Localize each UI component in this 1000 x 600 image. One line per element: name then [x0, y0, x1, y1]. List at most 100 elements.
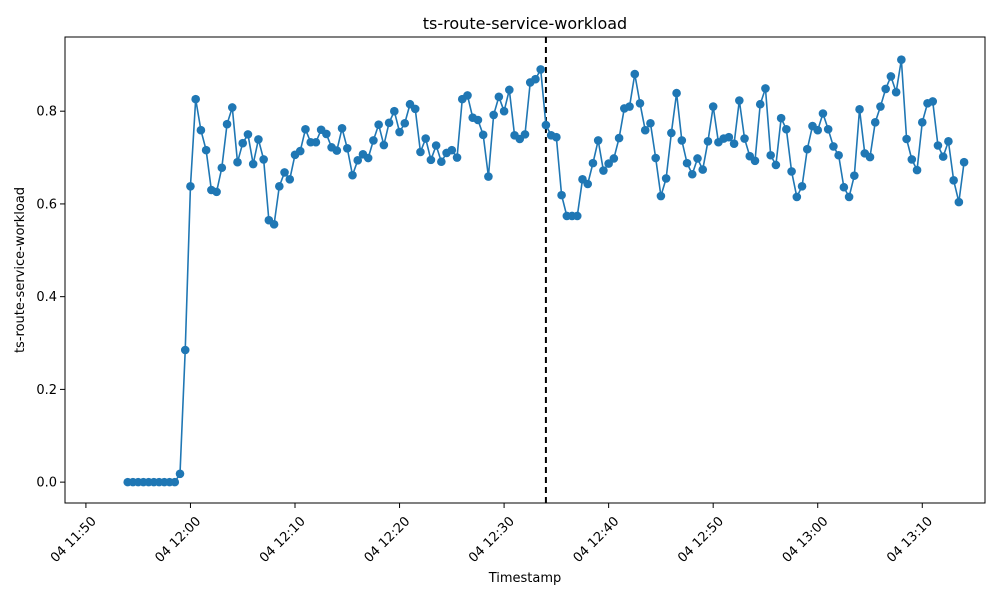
data-point	[865, 152, 875, 162]
data-point	[520, 130, 530, 139]
data-point	[238, 138, 248, 148]
data-point	[635, 99, 645, 108]
data-point	[369, 136, 378, 145]
data-point	[792, 192, 802, 202]
data-point	[311, 137, 321, 147]
data-point	[850, 171, 859, 180]
data-point	[771, 160, 781, 170]
data-point	[196, 125, 206, 135]
data-point	[186, 182, 195, 191]
data-point	[426, 155, 436, 165]
y-tick-label: 0.4	[36, 290, 57, 305]
data-point	[259, 155, 268, 164]
data-point	[301, 124, 310, 134]
data-point	[322, 129, 331, 139]
data-point	[703, 137, 713, 146]
data-point	[384, 118, 394, 128]
data-point	[552, 132, 561, 142]
data-point	[682, 158, 692, 168]
data-point	[531, 74, 540, 84]
data-point	[536, 65, 545, 74]
data-point	[572, 211, 582, 221]
data-point	[735, 96, 744, 105]
data-point	[938, 152, 948, 161]
data-point	[933, 141, 943, 150]
data-point	[583, 179, 593, 189]
data-point	[499, 106, 509, 116]
data-point	[886, 72, 896, 81]
y-axis-ticks: 0.0 0.2 0.4 0.6 0.8	[36, 105, 65, 491]
data-point	[829, 142, 838, 151]
data-point	[870, 118, 880, 127]
data-point	[212, 187, 221, 197]
data-point	[227, 103, 237, 112]
data-point	[708, 102, 718, 111]
data-point	[766, 150, 775, 160]
data-point	[614, 133, 624, 143]
data-point	[640, 125, 650, 135]
data-point	[661, 174, 671, 183]
data-point	[834, 150, 843, 160]
data-point	[379, 140, 389, 150]
data-point	[217, 163, 227, 173]
data-point	[776, 113, 786, 123]
data-point	[332, 146, 342, 155]
data-point	[374, 120, 383, 129]
data-point	[902, 134, 911, 144]
y-tick-label: 0.6	[36, 197, 57, 212]
data-point	[275, 182, 284, 191]
data-point	[363, 153, 373, 163]
data-point	[954, 197, 964, 207]
data-point	[729, 139, 739, 148]
data-point	[672, 88, 681, 98]
data-point	[348, 170, 357, 180]
data-point	[557, 190, 566, 200]
data-point	[421, 134, 430, 143]
series-points	[123, 55, 969, 487]
data-point	[233, 157, 242, 167]
data-point	[724, 132, 734, 142]
data-point	[416, 147, 425, 157]
data-point	[243, 130, 253, 139]
data-point	[839, 182, 849, 192]
data-point	[285, 175, 295, 184]
data-point	[625, 102, 634, 111]
data-point	[400, 118, 410, 128]
data-point	[740, 134, 749, 143]
data-point	[797, 182, 807, 191]
data-point	[949, 175, 958, 185]
data-point	[855, 105, 864, 114]
data-point	[593, 136, 603, 145]
data-point	[802, 144, 812, 154]
data-point	[823, 124, 833, 134]
data-point	[687, 169, 697, 179]
y-tick-label: 0.0	[36, 476, 57, 491]
data-point	[698, 165, 708, 174]
data-point	[651, 153, 660, 163]
data-point	[912, 165, 922, 175]
data-point	[959, 157, 969, 167]
data-point	[609, 154, 619, 163]
data-point	[269, 220, 279, 229]
data-point	[891, 87, 901, 97]
data-point	[431, 141, 441, 150]
data-point	[254, 135, 263, 144]
data-point	[280, 168, 289, 177]
data-point	[353, 156, 363, 165]
data-point	[473, 115, 483, 125]
data-point	[818, 109, 828, 118]
data-point	[667, 128, 676, 138]
data-point	[170, 477, 180, 487]
data-point	[342, 143, 352, 153]
data-point	[248, 159, 258, 169]
data-point	[337, 124, 347, 133]
data-point	[191, 94, 200, 104]
y-axis-title: ts-route-service-workload	[13, 187, 28, 353]
data-point	[677, 136, 687, 145]
data-point	[588, 158, 598, 168]
data-point	[447, 145, 457, 155]
x-axis-title: Timestamp	[488, 571, 562, 586]
data-point	[505, 85, 514, 95]
chart-title: ts-route-service-workload	[423, 14, 627, 33]
